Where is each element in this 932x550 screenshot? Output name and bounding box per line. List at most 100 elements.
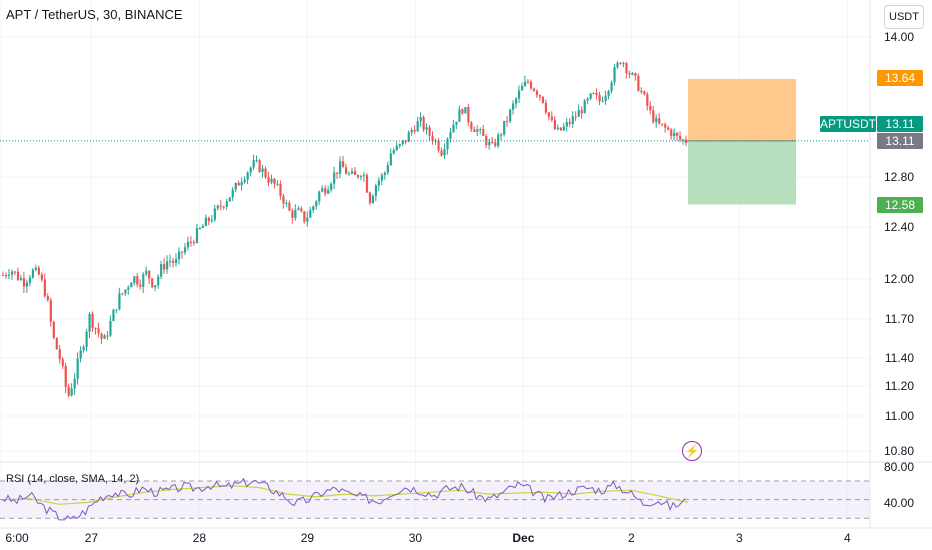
candle-body-155 <box>464 107 467 114</box>
candle-body-17 <box>52 321 55 338</box>
candle-body-85 <box>255 160 258 162</box>
candle-body-132 <box>395 145 398 151</box>
time-axis[interactable]: 6:00 27 28 29 30 Dec 2 3 4 <box>5 531 851 545</box>
price-labels: 13.64 APTUSDT 13.11 13.11 12.58 <box>820 70 923 213</box>
candle-body-43 <box>130 282 133 288</box>
candle-body-32 <box>97 328 100 334</box>
candle-body-59 <box>177 251 181 260</box>
candle-body-72 <box>216 205 219 209</box>
candle-body-173 <box>517 90 521 99</box>
candle-body-83 <box>249 167 252 173</box>
candle-body-197 <box>589 93 592 99</box>
candle-body-221 <box>661 123 664 125</box>
candle-body-222 <box>664 124 667 128</box>
candle-body-5 <box>16 271 20 280</box>
price-axis[interactable]: 14.00 12.80 12.40 12.00 11.70 11.40 11.20 11.00… <box>884 30 914 510</box>
currency-button[interactable]: USDT <box>884 5 924 29</box>
candle-body-153 <box>458 109 461 122</box>
target-price-bg <box>877 70 923 86</box>
stop-price-label: 12.58 <box>885 198 915 212</box>
candle-body-116 <box>347 173 351 175</box>
candle-body-133 <box>398 144 401 146</box>
candle-body-76 <box>228 197 231 202</box>
candle-body-104 <box>312 206 315 211</box>
candle-body-65 <box>195 228 199 243</box>
candle-body-57 <box>172 260 175 264</box>
candle-body-205 <box>613 67 616 83</box>
candle-body-31 <box>94 327 97 329</box>
candle-body-167 <box>500 134 503 136</box>
candle-body-38 <box>115 309 118 311</box>
candle-body-28 <box>85 331 88 347</box>
symbol-title[interactable]: APT / TetherUS, 30, BINANCE <box>6 7 183 22</box>
candle-body-196 <box>586 98 589 101</box>
candle-body-191 <box>571 116 574 124</box>
candle-body-80 <box>240 182 243 186</box>
candle-body-114 <box>342 161 345 168</box>
candle-body-120 <box>359 176 363 178</box>
candle-body-44 <box>133 276 136 283</box>
candle-body-215 <box>643 91 646 95</box>
candle-body-220 <box>658 118 661 124</box>
candle-body-86 <box>258 160 261 173</box>
candle-body-128 <box>383 172 386 176</box>
candle-body-166 <box>497 134 500 146</box>
candle-body-42 <box>127 287 130 290</box>
position-tool[interactable] <box>688 79 796 205</box>
candle-body-79 <box>237 183 240 186</box>
candle-body-26 <box>79 350 82 359</box>
candle-body-113 <box>339 161 342 174</box>
candle-body-224 <box>670 129 673 137</box>
candle-body-35 <box>106 335 109 337</box>
candle-body-70 <box>210 219 213 222</box>
candle-body-156 <box>467 107 470 123</box>
candle-body-48 <box>145 270 148 275</box>
candle-body-195 <box>583 100 586 114</box>
candle-body-95 <box>285 202 288 204</box>
candles <box>2 60 688 398</box>
candle-body-164 <box>491 142 494 144</box>
candle-body-33 <box>100 333 103 339</box>
candle-body-161 <box>482 129 485 136</box>
candle-body-77 <box>231 189 234 198</box>
candle-body-101 <box>303 211 306 222</box>
candle-body-91 <box>273 178 276 185</box>
candle-body-46 <box>139 284 142 287</box>
candle-body-3 <box>10 271 14 275</box>
price-tick-label: 11.00 <box>885 409 914 423</box>
candle-body-180 <box>538 95 542 97</box>
candle-body-67 <box>201 225 205 228</box>
candle-body-125 <box>374 185 378 197</box>
candle-body-198 <box>592 92 595 94</box>
candle-body-212 <box>634 73 637 76</box>
candle-body-151 <box>452 124 455 133</box>
candle-body-194 <box>580 110 583 114</box>
candle-body-36 <box>109 321 112 336</box>
rsi-indicator-title[interactable]: RSI (14, close, SMA, 14, 2) <box>6 473 140 485</box>
candle-body-11 <box>34 267 38 270</box>
price-tick-label: 10.80 <box>884 444 914 458</box>
candle-body-51 <box>154 285 157 288</box>
candle-body-115 <box>345 167 348 174</box>
time-tick-label: 27 <box>85 531 99 545</box>
lightning-icon[interactable]: ⚡ <box>682 441 702 461</box>
price-tick-label: 11.40 <box>885 351 914 365</box>
candle-body-170 <box>509 109 512 122</box>
candle-body-71 <box>213 208 216 220</box>
candle-body-147 <box>440 150 443 156</box>
candle-body-58 <box>174 259 178 264</box>
candle-body-199 <box>595 92 598 95</box>
candle-body-119 <box>356 174 360 178</box>
price-tick-label: 12.40 <box>884 220 914 234</box>
candle-body-61 <box>183 247 187 253</box>
candle-body-15 <box>46 296 49 301</box>
prev-price-bg <box>877 133 923 149</box>
candle-body-39 <box>118 293 121 310</box>
rsi-tick-label: 40.00 <box>884 496 914 510</box>
candle-body-121 <box>362 175 366 177</box>
candle-body-45 <box>136 276 139 285</box>
candle-body-208 <box>622 63 625 65</box>
time-tick-label: 30 <box>409 531 423 545</box>
candle-body-154 <box>461 109 464 114</box>
